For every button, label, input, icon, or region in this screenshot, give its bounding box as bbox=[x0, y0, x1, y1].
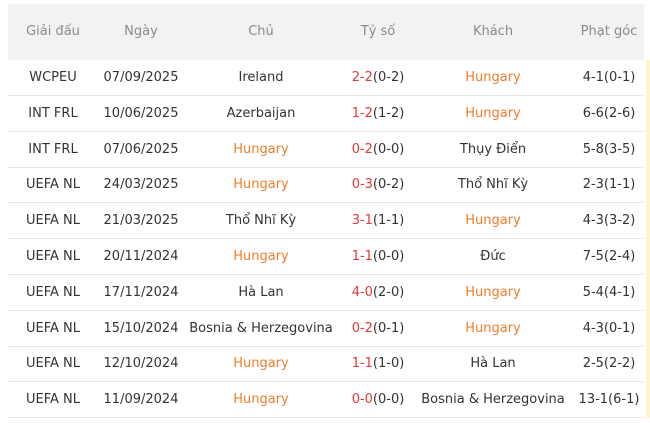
table-row: UEFA NL 21/03/2025 Thổ Nhĩ Kỳ 3-1(1-1) Hunga… bbox=[8, 203, 644, 240]
table-row: INT FRL 07/06/2025 Hungary 0-2(0-0) Thụy Điể… bbox=[8, 132, 644, 168]
league-cell: UEFA NL bbox=[25, 249, 80, 264]
header-cell: Tỷ số bbox=[360, 24, 396, 39]
league-cell: INT FRL bbox=[28, 105, 78, 121]
table-row: WCPEU 07/09/2025 Ireland 2-2(0-2) Hungary 4-1… bbox=[8, 60, 644, 96]
league-cell: UEFA NL bbox=[25, 392, 80, 408]
half-time-score: (0-0) bbox=[372, 249, 405, 264]
date-cell: 24/03/2025 bbox=[103, 177, 179, 193]
score-cell: 4-0(2-0) bbox=[333, 275, 423, 310]
half-time-score: (0-2) bbox=[372, 177, 405, 193]
league-cell: UEFA NL bbox=[25, 356, 80, 372]
away-cell: Hungary bbox=[465, 284, 521, 300]
score: 3-1 bbox=[351, 213, 373, 229]
corners-cell: 5-8(3-5) bbox=[582, 141, 636, 157]
away-cell: Hà Lan bbox=[470, 356, 516, 372]
score-cell: 0-3(0-2) bbox=[333, 167, 423, 202]
table-row: INT FRL 10/06/2025 Azerbaijan 1-2(1-2) Hunga… bbox=[8, 96, 644, 132]
league-cell: UEFA NL bbox=[25, 320, 80, 336]
score-cell: 0-2(0-1) bbox=[333, 311, 423, 346]
table-row: UEFA NL 17/11/2024 Hà Lan 4-0(2-0) Hungary 5-… bbox=[8, 275, 644, 311]
date-cell: 11/09/2024 bbox=[103, 392, 179, 408]
date-cell: 15/10/2024 bbox=[103, 320, 179, 336]
table-row: UEFA NL 12/10/2024 Hungary 1-1(1-0) Hà Lan 2-… bbox=[8, 346, 644, 383]
away-cell: Hungary bbox=[465, 213, 521, 229]
score: 0-2 bbox=[351, 141, 373, 157]
away-cell: Bosnia & Herzegovina bbox=[421, 392, 565, 408]
half-time-score: (0-0) bbox=[372, 141, 405, 157]
score-cell: 0-0(0-0) bbox=[333, 382, 423, 417]
score-cell: 2-2(0-2) bbox=[333, 60, 423, 95]
away-cell: Hungary bbox=[465, 70, 521, 85]
half-time-score: (1-0) bbox=[372, 356, 405, 372]
league-cell: WCPEU bbox=[29, 70, 77, 85]
half-time-score: (1-2) bbox=[372, 105, 405, 121]
home-cell: Ireland bbox=[238, 70, 284, 85]
table-row: UEFA NL 20/11/2024 Hungary 1-1(0-0) Đức 7-5(2… bbox=[8, 239, 644, 275]
header-cell: Ngày bbox=[124, 24, 158, 39]
table-row: UEFA NL 11/09/2024 Hungary 0-0(0-0) Bosnia &… bbox=[8, 382, 644, 419]
date-cell: 12/10/2024 bbox=[103, 356, 179, 372]
header-cell: Chủ bbox=[248, 24, 274, 39]
score: 0-3 bbox=[351, 177, 373, 193]
corners-cell: 13-1(6-1) bbox=[578, 392, 640, 408]
score: 2-2 bbox=[351, 70, 373, 85]
corners-cell: 7-5(2-4) bbox=[582, 249, 636, 264]
table-row: UEFA NL 24/03/2025 Hungary 0-3(0-2) Thổ Nhĩ … bbox=[8, 167, 644, 204]
half-time-score: (2-0) bbox=[372, 284, 405, 300]
corners-cell: 4-3(3-2) bbox=[582, 213, 636, 229]
corners-cell: 5-4(4-1) bbox=[582, 284, 636, 300]
date-cell: 20/11/2024 bbox=[103, 249, 179, 264]
date-cell: 07/06/2025 bbox=[103, 141, 179, 157]
score-cell: 1-2(1-2) bbox=[333, 96, 423, 131]
league-cell: UEFA NL bbox=[25, 213, 80, 229]
score: 4-0 bbox=[351, 284, 373, 300]
score: 1-2 bbox=[351, 105, 373, 121]
side-strip bbox=[646, 60, 650, 418]
away-cell: Hungary bbox=[465, 320, 521, 336]
corners-cell: 4-3(0-1) bbox=[582, 320, 636, 336]
half-time-score: (1-1) bbox=[372, 213, 405, 229]
half-time-score: (0-2) bbox=[372, 70, 405, 85]
score-cell: 0-2(0-0) bbox=[333, 132, 423, 167]
away-cell: Hungary bbox=[465, 105, 521, 121]
header-cell: Phạt góc bbox=[580, 24, 638, 39]
away-cell: Thụy Điển bbox=[459, 141, 527, 157]
score: 1-1 bbox=[351, 249, 373, 264]
home-cell: Hungary bbox=[233, 249, 289, 264]
corners-cell: 4-1(0-1) bbox=[582, 70, 636, 85]
home-cell: Hungary bbox=[233, 356, 289, 372]
date-cell: 07/09/2025 bbox=[103, 70, 179, 85]
away-cell: Đức bbox=[480, 249, 506, 264]
home-cell: Hungary bbox=[233, 177, 289, 193]
score: 1-1 bbox=[351, 356, 373, 372]
corners-cell: 6-6(2-6) bbox=[582, 105, 636, 121]
score-cell: 1-1(0-0) bbox=[333, 239, 423, 274]
home-cell: Hà Lan bbox=[238, 284, 284, 300]
league-cell: INT FRL bbox=[28, 141, 78, 157]
half-time-score: (0-0) bbox=[372, 392, 405, 408]
home-cell: Hungary bbox=[233, 392, 289, 408]
date-cell: 10/06/2025 bbox=[103, 105, 179, 121]
home-cell: Bosnia & Herzegovina bbox=[189, 320, 333, 336]
away-cell: Thổ Nhĩ Kỳ bbox=[457, 177, 529, 193]
table-row: UEFA NL 15/10/2024 Bosnia & Herzegovina 0-2… bbox=[8, 311, 644, 347]
home-cell: Thổ Nhĩ Kỳ bbox=[225, 213, 297, 229]
corners-cell: 2-5(2-2) bbox=[582, 356, 636, 372]
header-row bbox=[8, 4, 644, 60]
league-cell: UEFA NL bbox=[25, 284, 80, 300]
home-cell: Hungary bbox=[233, 141, 289, 157]
score: 0-2 bbox=[351, 320, 373, 336]
date-cell: 17/11/2024 bbox=[103, 284, 179, 300]
home-cell: Azerbaijan bbox=[226, 105, 296, 121]
header-cell: Khách bbox=[472, 24, 514, 39]
header-cell: Giải đấu bbox=[26, 24, 80, 39]
score: 0-0 bbox=[351, 392, 373, 408]
league-cell: UEFA NL bbox=[25, 177, 80, 193]
half-time-score: (0-1) bbox=[372, 320, 405, 336]
score-cell: 1-1(1-0) bbox=[333, 346, 423, 381]
date-cell: 21/03/2025 bbox=[103, 213, 179, 229]
score-cell: 3-1(1-1) bbox=[333, 203, 423, 238]
corners-cell: 2-3(1-1) bbox=[582, 177, 636, 193]
